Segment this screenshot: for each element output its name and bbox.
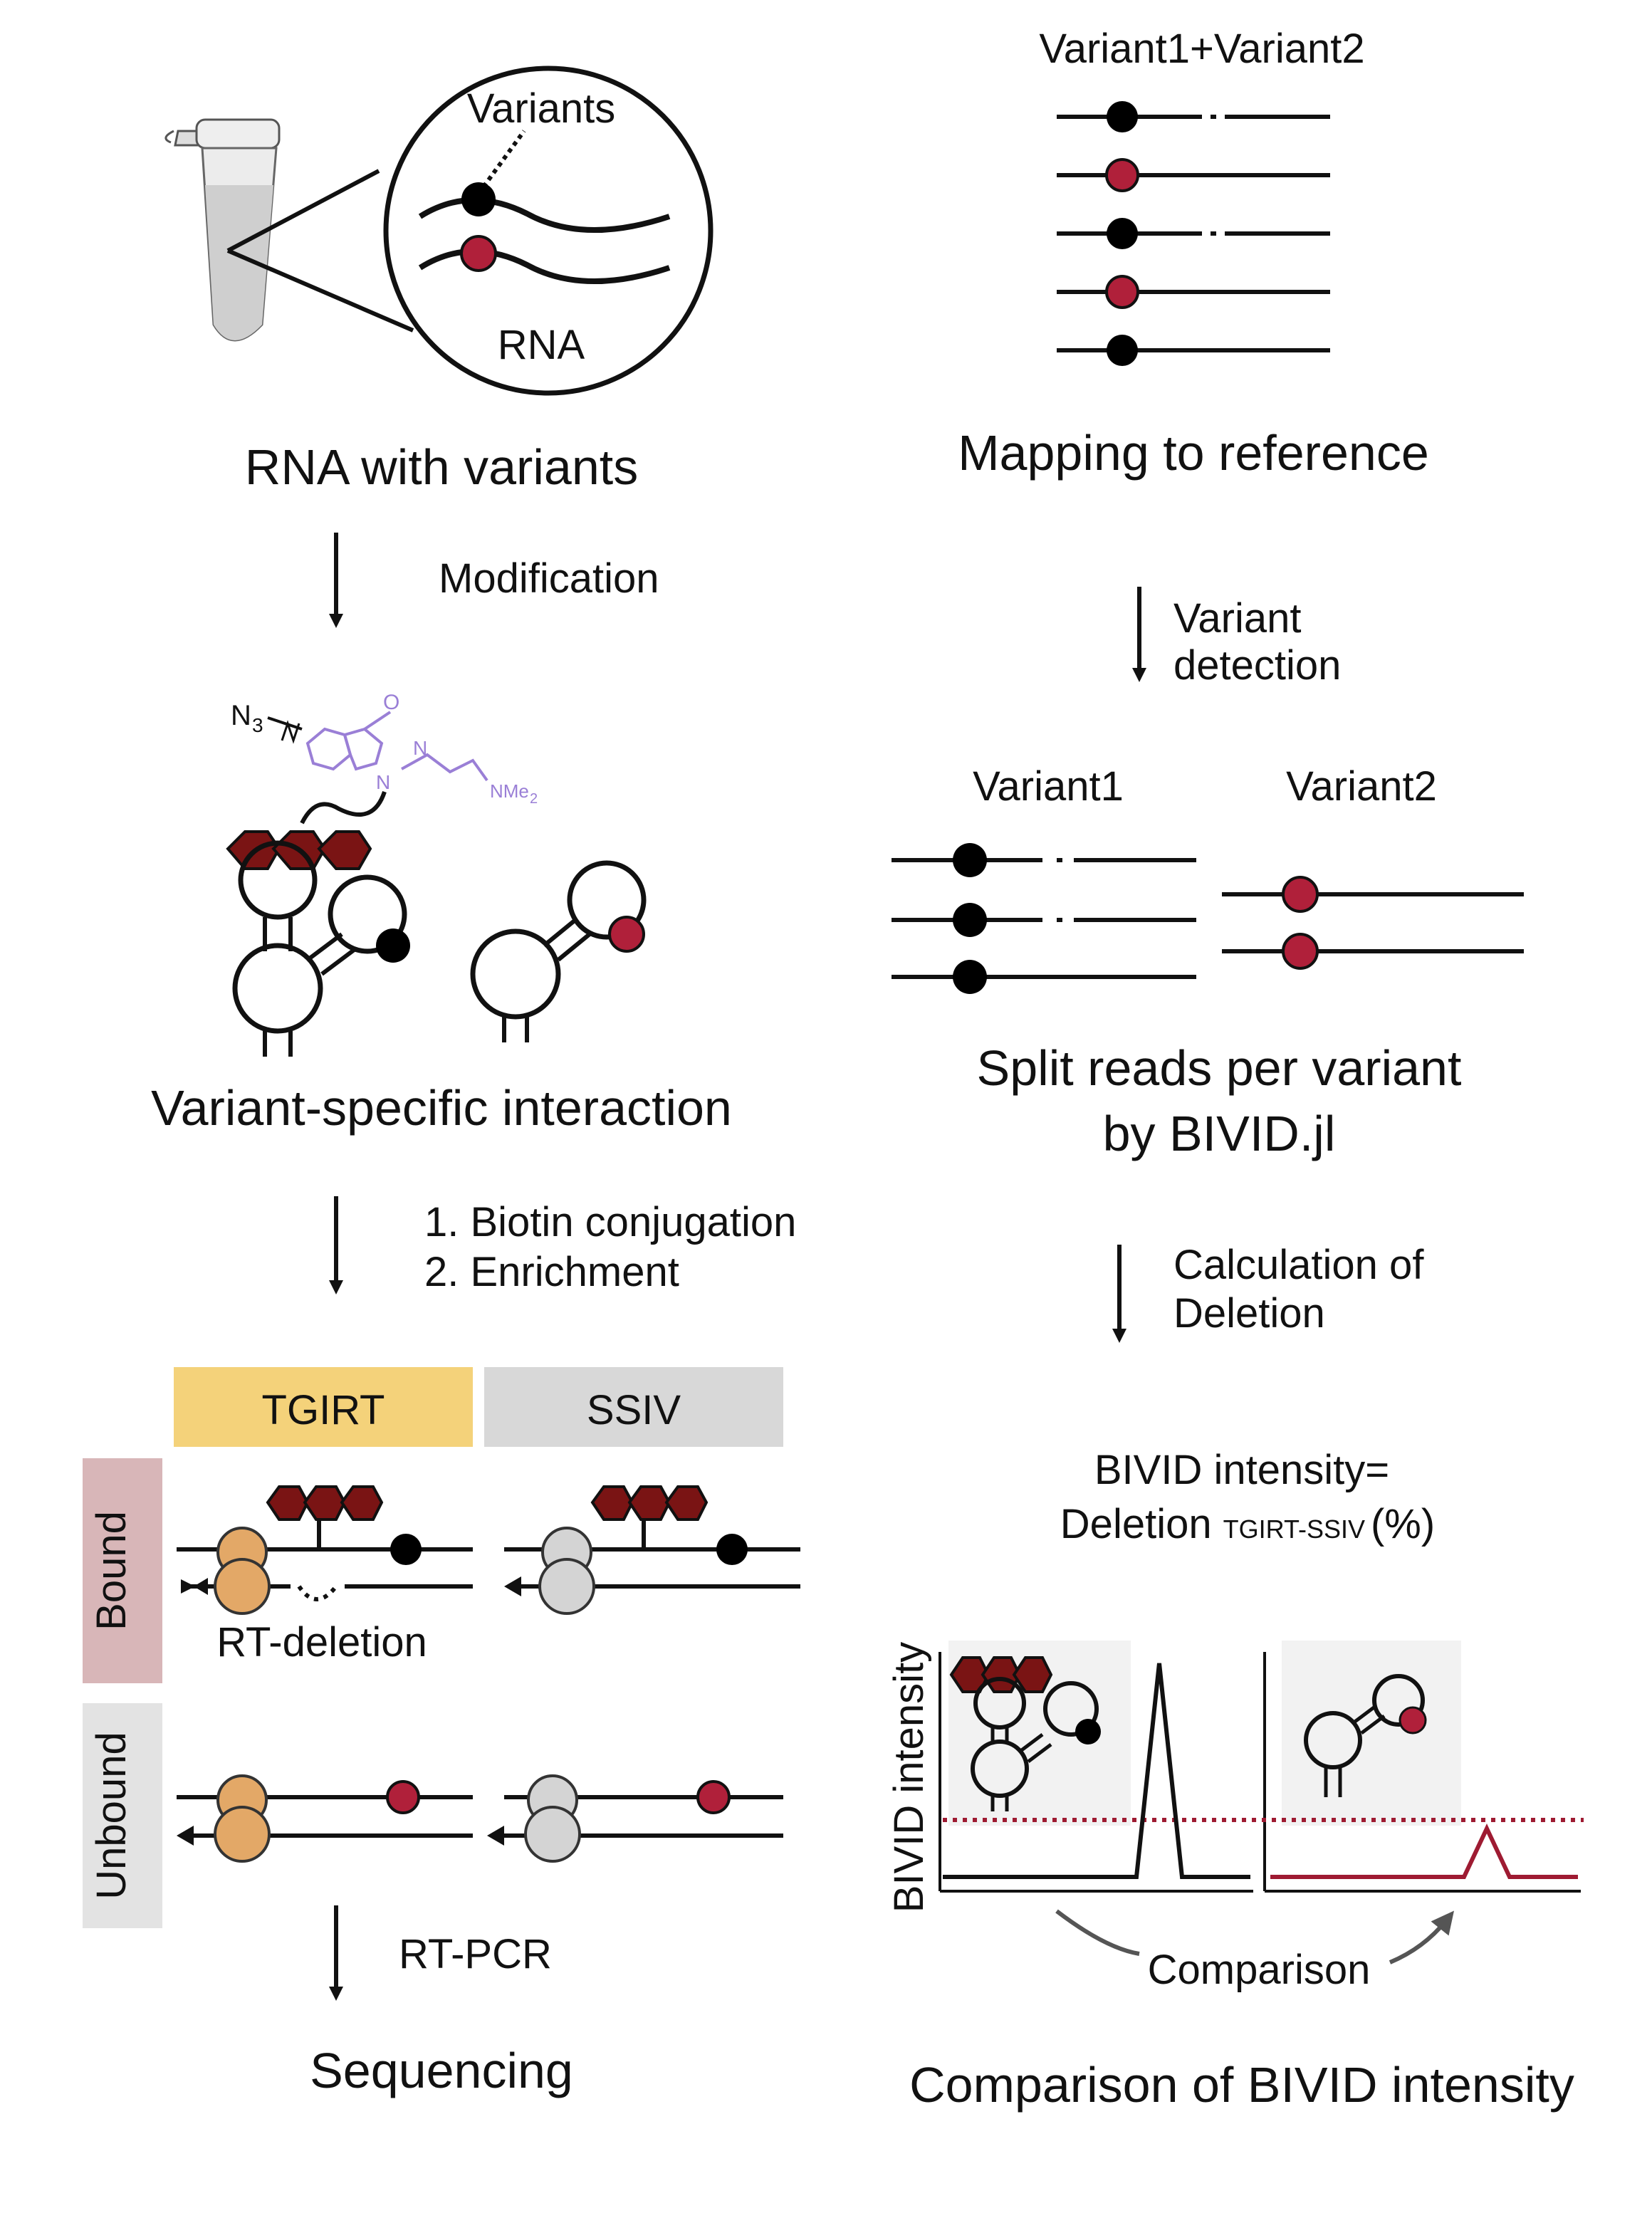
bound-intensity-trace	[943, 1663, 1250, 1879]
variant-label: Variant	[1173, 595, 1301, 642]
mapping-title: Mapping to reference	[958, 425, 1429, 481]
comparison-label: Comparison	[1148, 1947, 1371, 1993]
step2-title: Variant-specific interaction	[151, 1080, 732, 1136]
svg-text:N: N	[376, 771, 390, 793]
variants-label: Variants	[467, 85, 615, 132]
variant-black-dot	[1075, 1719, 1101, 1744]
tgirt-header	[174, 1367, 473, 1447]
rt-pcr-label: RT-PCR	[399, 1931, 552, 1977]
bound-tgirt-cell: RT-deletion	[177, 1485, 473, 1665]
variant-red-dot	[1282, 933, 1319, 970]
variant-red-dot	[1399, 1706, 1427, 1735]
rna-label: RNA	[498, 322, 585, 368]
bivid-intensity-plots: BIVID intensity Comparison	[886, 1641, 1584, 1993]
ssiv-header	[484, 1367, 783, 1447]
svg-text:SSIV: SSIV	[587, 1387, 681, 1433]
variant-black-dot	[953, 960, 987, 994]
formula-line1: BIVID intensity=	[1094, 1447, 1389, 1493]
ssiv-enzyme-icon	[538, 1527, 595, 1615]
bound-ssiv-cell	[504, 1485, 800, 1615]
variant-black-dot	[1107, 335, 1138, 366]
y-axis-label: BIVID intensity	[886, 1642, 932, 1913]
variant-black-dot	[1107, 101, 1138, 132]
variant-red-dot	[1105, 158, 1139, 192]
svg-text:Bound: Bound	[88, 1511, 135, 1631]
variant-red-dot	[460, 235, 497, 272]
unbound-rna-structure	[470, 860, 647, 1042]
ligand-structure: N 3 O N N NMe 2	[231, 691, 538, 825]
variant-black-dot	[716, 1534, 748, 1565]
step1-title: RNA with variants	[245, 439, 638, 495]
variant-red-dot	[696, 1780, 731, 1814]
enrichment-label: 2. Enrichment	[424, 1249, 679, 1295]
formula-line2: Deletion TGIRT-SSIV (%)	[1060, 1501, 1435, 1547]
variant-mix-header: Variant1+Variant2	[1039, 26, 1364, 72]
variant-black-dot	[376, 928, 410, 963]
variant-black-dot	[461, 182, 496, 216]
bound-structure-thumbnail	[949, 1656, 1101, 1811]
mapped-reads	[1057, 101, 1330, 366]
variant-red-dot	[608, 916, 645, 953]
variant-red-dot	[1105, 275, 1139, 309]
calculation-label: Calculation of	[1173, 1242, 1424, 1288]
unbound-row-label	[83, 1703, 162, 1928]
tgirt-enzyme-icon	[214, 1527, 271, 1615]
modification-label: Modification	[439, 555, 659, 602]
tgirt-enzyme-icon	[214, 1774, 271, 1863]
step3-title: Sequencing	[310, 2043, 573, 2098]
unbound-structure-thumbnail	[1304, 1674, 1427, 1797]
variant2-reads	[1222, 876, 1524, 970]
svg-text:Unbound: Unbound	[88, 1732, 135, 1899]
svg-text:N: N	[413, 737, 427, 759]
variant-red-dot	[386, 1780, 420, 1814]
ssiv-enzyme-icon	[524, 1774, 581, 1863]
variant1-label: Variant1	[973, 763, 1124, 810]
biotin-conjugation-label: 1. Biotin conjugation	[424, 1199, 796, 1245]
svg-text:NMe: NMe	[490, 780, 529, 802]
unbound-intensity-trace	[1270, 1823, 1578, 1879]
zoom-circle	[383, 66, 713, 396]
svg-text:N: N	[231, 700, 251, 731]
unbound-inset-background	[1282, 1641, 1461, 1826]
unbound-tgirt-cell	[177, 1774, 473, 1863]
comparison-arrow	[1055, 1911, 1447, 1965]
svg-text:TGIRT: TGIRT	[262, 1387, 385, 1433]
tube-zoom-illustration: Variants RNA	[164, 66, 713, 396]
svg-text:3: 3	[252, 714, 263, 736]
rt-deletion-label: RT-deletion	[216, 1619, 427, 1665]
variant-black-dot	[1107, 218, 1138, 249]
bound-rna-structure	[226, 830, 410, 1057]
comparison-title: Comparison of BIVID intensity	[909, 2057, 1574, 2113]
variant2-label: Variant2	[1286, 763, 1437, 810]
unbound-ssiv-cell	[487, 1774, 783, 1863]
variant-red-dot	[1282, 876, 1319, 913]
variant1-reads	[892, 843, 1196, 994]
deletion-label: Deletion	[1173, 1290, 1325, 1336]
svg-text:O: O	[383, 691, 399, 714]
detection-label: detection	[1173, 642, 1341, 689]
microtube-icon	[164, 118, 281, 342]
variant-black-dot	[390, 1534, 422, 1565]
split-reads-title-line2: by BIVID.jl	[1103, 1106, 1336, 1161]
variant-black-dot	[953, 903, 987, 937]
bound-row-label	[83, 1458, 162, 1683]
svg-text:2: 2	[530, 791, 538, 807]
variant-black-dot	[953, 843, 987, 877]
split-reads-title-line1: Split reads per variant	[977, 1040, 1462, 1096]
